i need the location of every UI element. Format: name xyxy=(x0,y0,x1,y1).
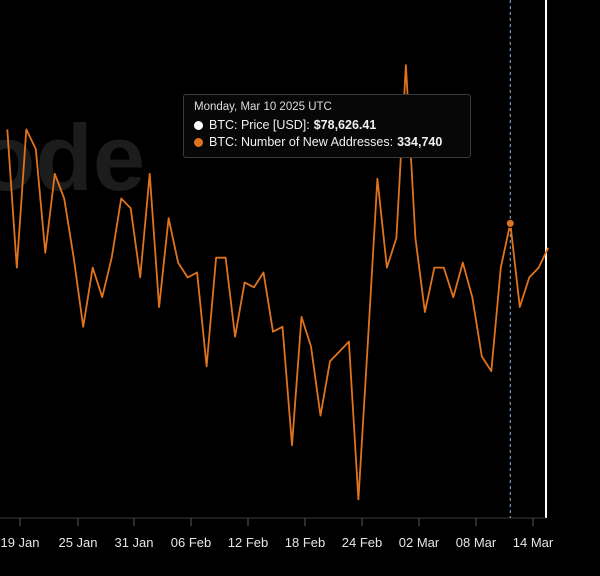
tooltip-addresses-value: 334,740 xyxy=(397,135,443,149)
x-tick-label: 31 Jan xyxy=(114,535,153,550)
x-tick-label: 14 Mar xyxy=(513,535,554,550)
tooltip: Monday, Mar 10 2025 UTC BTC: Price [USD]… xyxy=(183,94,471,158)
tooltip-row-addresses: BTC: Number of New Addresses: 334,740 xyxy=(194,134,460,151)
price-dot-icon xyxy=(194,121,203,130)
x-tick-label: 12 Feb xyxy=(228,535,268,550)
x-tick-label: 24 Feb xyxy=(342,535,382,550)
addresses-dot-icon xyxy=(194,138,203,147)
x-tick-label: 08 Mar xyxy=(456,535,497,550)
x-tick-label: 18 Feb xyxy=(285,535,325,550)
x-tick-label: 25 Jan xyxy=(58,535,97,550)
new-addresses-line xyxy=(6,64,550,501)
tooltip-date: Monday, Mar 10 2025 UTC xyxy=(194,101,332,113)
tooltip-row-price: BTC: Price [USD]: $78,626.41 xyxy=(194,117,460,134)
tooltip-price-label: BTC: Price [USD]: xyxy=(209,118,310,132)
x-tick-label: 19 Jan xyxy=(0,535,39,550)
x-tick-label: 02 Mar xyxy=(399,535,440,550)
new-addresses-marker xyxy=(505,218,515,228)
tooltip-addresses-label: BTC: Number of New Addresses: xyxy=(209,135,394,149)
x-tick-label: 06 Feb xyxy=(171,535,211,550)
tooltip-price-value: $78,626.41 xyxy=(313,118,377,132)
